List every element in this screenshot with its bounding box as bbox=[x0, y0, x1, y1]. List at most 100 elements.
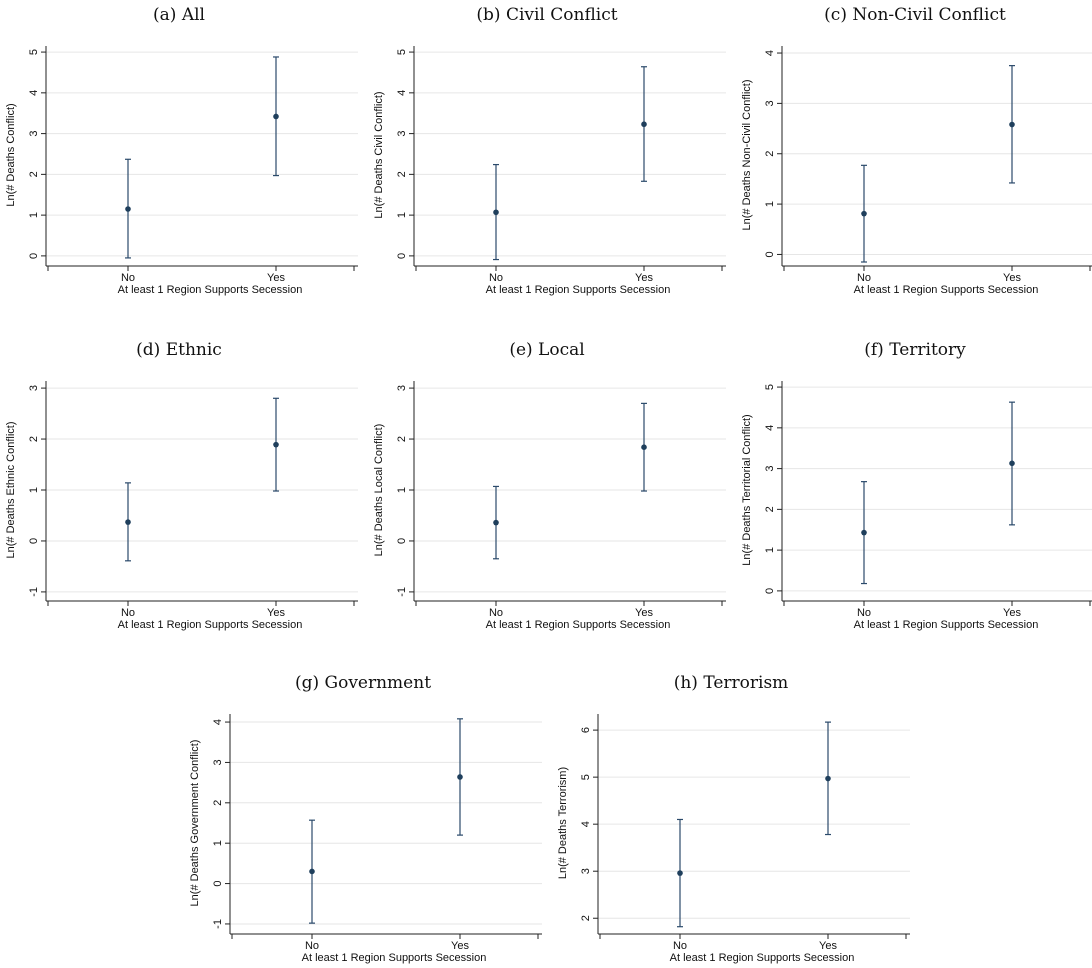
y-tick-label: 1 bbox=[764, 201, 776, 207]
y-tick-label: 0 bbox=[764, 251, 776, 257]
point-estimate bbox=[493, 209, 499, 216]
y-tick-label: 4 bbox=[764, 50, 776, 56]
y-tick-label: 3 bbox=[764, 466, 776, 472]
point-estimate bbox=[309, 868, 315, 875]
chart-svg: (c) Non-Civil Conflict 0 1 2 3 4 Ln(# Deaths N… bbox=[741, 5, 1092, 296]
y-axis-label: Ln(# Deaths Terrorism) bbox=[557, 767, 569, 879]
chart-panel-4: (d) Ethnic -1 0 1 2 3 Ln(# Deaths Ethnic Confl… bbox=[0, 335, 358, 635]
y-tick-label: 4 bbox=[580, 821, 592, 827]
panel-title: (c) Non-Civil Conflict bbox=[824, 5, 1006, 25]
y-tick-label: 2 bbox=[764, 506, 776, 512]
y-tick-label: 2 bbox=[28, 171, 40, 177]
x-tick-label: Yes bbox=[635, 272, 653, 284]
y-tick-label: 0 bbox=[212, 881, 224, 887]
chart-panel-3: (c) Non-Civil Conflict 0 1 2 3 4 Ln(# Deaths N… bbox=[736, 0, 1092, 300]
y-axis-label: Ln(# Deaths Territorial Conflict) bbox=[741, 414, 753, 565]
point-estimate bbox=[1009, 460, 1015, 467]
y-tick-label: 2 bbox=[212, 800, 224, 806]
x-tick-label: Yes bbox=[1003, 607, 1021, 619]
y-tick-label: 3 bbox=[580, 868, 592, 874]
y-axis-label: Ln(# Deaths Local Conflict) bbox=[373, 424, 385, 557]
y-tick-label: 3 bbox=[28, 385, 40, 391]
y-axis-label: Ln(# Deaths Civil Conflict) bbox=[373, 91, 385, 218]
y-tick-label: 2 bbox=[396, 436, 408, 442]
chart-svg: (d) Ethnic -1 0 1 2 3 Ln(# Deaths Ethnic Confl… bbox=[5, 340, 358, 631]
y-tick-label: 3 bbox=[396, 131, 408, 137]
y-tick-label: 1 bbox=[396, 487, 408, 493]
point-estimate bbox=[273, 113, 279, 120]
y-tick-label: -1 bbox=[396, 587, 408, 597]
y-tick-label: 5 bbox=[28, 49, 40, 55]
x-axis-label: At least 1 Region Supports Secession bbox=[854, 284, 1039, 296]
point-estimate bbox=[641, 444, 647, 450]
chart-svg: (h) Terrorism 2 3 4 5 6 Ln(# Deaths Terrorism)… bbox=[557, 673, 910, 964]
x-tick-label: Yes bbox=[819, 940, 837, 952]
panel-title: (d) Ethnic bbox=[136, 340, 222, 360]
y-tick-label: 4 bbox=[396, 90, 408, 96]
y-tick-label: -1 bbox=[28, 587, 40, 597]
x-tick-label: No bbox=[305, 940, 319, 952]
y-tick-label: 2 bbox=[396, 171, 408, 177]
panel-title: (h) Terrorism bbox=[674, 673, 789, 693]
x-tick-label: Yes bbox=[267, 272, 285, 284]
point-estimate bbox=[273, 441, 279, 448]
x-tick-label: No bbox=[489, 272, 503, 284]
y-tick-label: 0 bbox=[28, 253, 40, 259]
chart-panel-6: (f) Territory 0 1 2 3 4 5 Ln(# Deaths Territori… bbox=[736, 335, 1092, 635]
point-estimate bbox=[677, 870, 683, 876]
chart-panel-7: (g) Government -1 0 1 2 3 4 Ln(# Deaths Governm… bbox=[184, 668, 542, 968]
panel-title: (a) All bbox=[153, 5, 205, 25]
y-tick-label: 2 bbox=[28, 436, 40, 442]
y-tick-label: 4 bbox=[212, 719, 224, 725]
chart-svg: (b) Civil Conflict 0 1 2 3 4 5 Ln(# Deaths Civi… bbox=[373, 5, 726, 296]
y-tick-label: 3 bbox=[28, 131, 40, 137]
x-tick-label: No bbox=[121, 607, 135, 619]
x-tick-label: No bbox=[673, 940, 687, 952]
panel-title: (g) Government bbox=[295, 673, 431, 693]
chart-panel-2: (b) Civil Conflict 0 1 2 3 4 5 Ln(# Deaths Civi… bbox=[368, 0, 726, 300]
y-axis-label: Ln(# Deaths Conflict) bbox=[5, 103, 17, 206]
y-tick-label: 3 bbox=[764, 100, 776, 106]
y-axis-label: Ln(# Deaths Ethnic Conflict) bbox=[5, 422, 17, 559]
panel-title: (f) Territory bbox=[864, 340, 966, 360]
panel-title: (b) Civil Conflict bbox=[476, 5, 617, 25]
point-estimate bbox=[457, 774, 463, 780]
x-axis-label: At least 1 Region Supports Secession bbox=[486, 619, 671, 631]
panel-title: (e) Local bbox=[509, 340, 584, 360]
point-estimate bbox=[861, 529, 867, 536]
x-axis-label: At least 1 Region Supports Secession bbox=[118, 284, 303, 296]
y-tick-label: 0 bbox=[28, 538, 40, 544]
chart-panel-1: (a) All 0 1 2 3 4 5 Ln(# Deaths Conflict) No Yes A… bbox=[0, 0, 358, 300]
point-estimate bbox=[493, 519, 499, 526]
y-tick-label: 2 bbox=[764, 151, 776, 157]
y-tick-label: 4 bbox=[28, 90, 40, 96]
x-tick-label: Yes bbox=[267, 607, 285, 619]
y-tick-label: 1 bbox=[396, 212, 408, 218]
y-tick-label: 5 bbox=[764, 384, 776, 390]
chart-svg: (f) Territory 0 1 2 3 4 5 Ln(# Deaths Territori… bbox=[741, 340, 1092, 631]
y-tick-label: 0 bbox=[764, 588, 776, 594]
chart-svg: (a) All 0 1 2 3 4 5 Ln(# Deaths Conflict) No YesA… bbox=[5, 5, 358, 296]
x-tick-label: Yes bbox=[451, 940, 469, 952]
x-tick-label: No bbox=[121, 272, 135, 284]
y-tick-label: 1 bbox=[764, 547, 776, 553]
y-tick-label: 0 bbox=[396, 538, 408, 544]
chart-svg: (e) Local -1 0 1 2 3 Ln(# Deaths Local Conflic… bbox=[373, 340, 726, 631]
x-tick-label: No bbox=[489, 607, 503, 619]
y-tick-label: 2 bbox=[580, 915, 592, 921]
y-tick-label: 3 bbox=[212, 759, 224, 765]
x-axis-label: At least 1 Region Supports Secession bbox=[670, 952, 855, 964]
y-tick-label: 5 bbox=[396, 49, 408, 55]
point-estimate bbox=[125, 206, 131, 212]
y-tick-label: 0 bbox=[396, 253, 408, 259]
x-axis-label: At least 1 Region Supports Secession bbox=[854, 619, 1039, 631]
point-estimate bbox=[861, 210, 867, 217]
y-axis-label: Ln(# Deaths Non-Civil Conflict) bbox=[741, 80, 753, 231]
x-axis-label: At least 1 Region Supports Secession bbox=[118, 619, 303, 631]
x-tick-label: No bbox=[857, 607, 871, 619]
point-estimate bbox=[641, 121, 647, 128]
x-axis-label: At least 1 Region Supports Secession bbox=[486, 284, 671, 296]
x-tick-label: Yes bbox=[635, 607, 653, 619]
x-tick-label: No bbox=[857, 272, 871, 284]
y-tick-label: 1 bbox=[28, 487, 40, 493]
